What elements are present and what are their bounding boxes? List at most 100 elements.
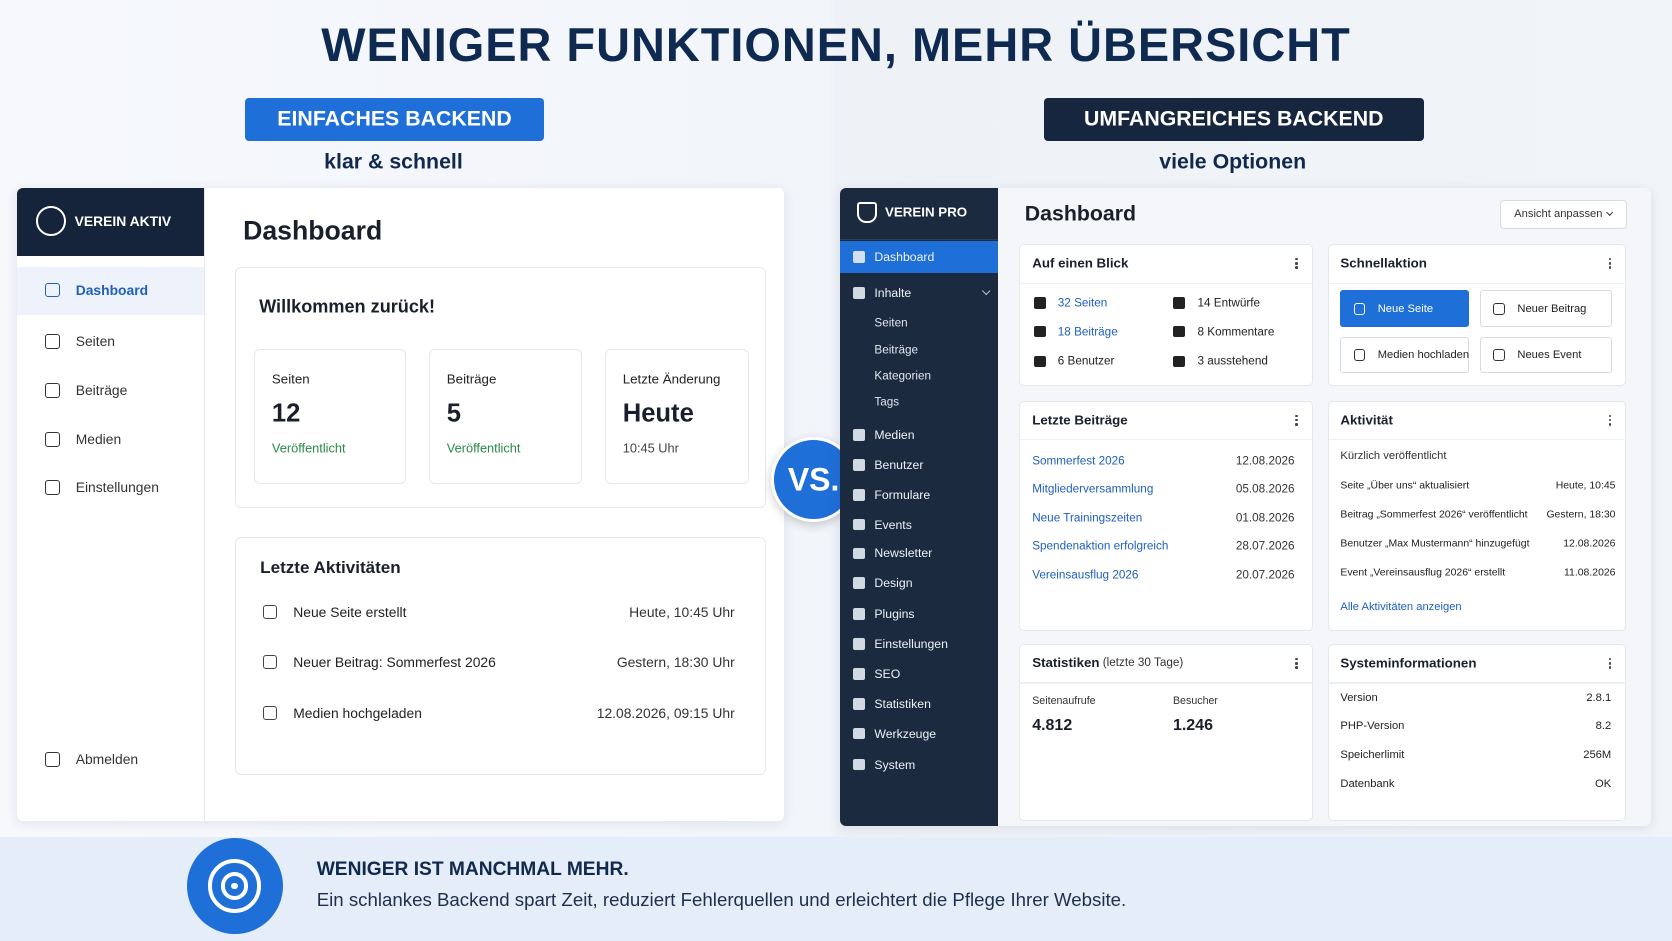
nav-item[interactable]: Formulare [874,487,931,502]
icon [1493,349,1506,361]
metric-label: Seitenaufrufe [1032,694,1096,707]
menu-dot [1295,423,1298,426]
activity-time: 11.08.2026 [1564,567,1616,579]
system-value: 256M [1583,748,1612,761]
icon [262,605,277,619]
panel-title: Auf einen Blick [1032,255,1129,271]
menu-dot [1295,266,1298,269]
panel-divider [1327,282,1627,284]
panel-divider [1019,439,1313,441]
icon [1173,355,1186,368]
icon [853,577,865,590]
icon [1353,349,1366,361]
post-date: 12.08.2026 [1235,454,1295,468]
system-label: Version [1340,692,1378,705]
menu-dot [1295,414,1298,418]
nav-item[interactable]: Medien [874,428,915,443]
nav-subitem[interactable]: Tags [874,395,900,409]
system-value: OK [1595,777,1612,790]
panel-divider [1019,682,1313,684]
post-title[interactable]: Neue Trainingszeiten [1032,511,1143,525]
activity-time: Heute, 10:45 [1555,480,1616,492]
quick-button[interactable] [1340,290,1470,328]
footer-text: Ein schlankes Backend spart Zeit, reduzi… [316,888,1127,910]
icon [44,282,60,298]
panel [1327,644,1627,822]
quick-button[interactable] [1340,336,1470,374]
activity-text: Neuer Beitrag: Sommerfest 2026 [293,654,496,671]
nav-item[interactable]: Plugins [874,607,915,622]
post-title[interactable]: Sommerfest 2026 [1032,454,1125,468]
heading: Dashboard [1024,201,1137,226]
icon-ring [207,859,262,913]
nav-item[interactable]: Medien [75,431,122,448]
nav-item[interactable]: Dashboard [75,282,149,299]
quick-button[interactable] [1480,290,1613,328]
panel-title: Systeminformationen [1340,655,1477,671]
icon [1173,325,1186,338]
nav-item[interactable]: Newsletter [874,546,933,561]
post-title[interactable]: Mitgliederversammlung [1032,482,1154,496]
panel-divider [1327,439,1627,441]
nav-item[interactable]: Inhalte [874,286,912,301]
nav-item[interactable]: Events [874,517,912,532]
nav-item[interactable]: Dashboard [874,249,935,264]
activity-time: Gestern, 18:30 [1546,509,1616,521]
welcome-card [234,266,766,508]
glance-item: 32 Seiten [1057,296,1108,310]
nav-item[interactable]: Design [874,576,913,591]
activity-time: 12.08.2026, 09:15 Uhr [596,705,735,722]
post-date: 05.08.2026 [1235,482,1295,496]
activity-link[interactable]: Alle Aktivitäten anzeigen [1340,600,1462,613]
stats-title: Statistiken (letzte 30 Tage) [1032,653,1299,672]
menu-dot [1608,262,1612,265]
post-title[interactable]: Spendenaktion erfolgreich [1032,539,1169,553]
nav-subitem[interactable]: Beiträge [874,343,919,357]
nav-item[interactable]: Seiten [75,333,116,350]
icon [262,706,277,721]
badge [1043,98,1424,141]
button-label: Neues Event [1517,349,1582,362]
nav-item[interactable]: SEO [874,666,901,681]
nav-logout[interactable]: Abmelden [75,751,139,768]
icon [1173,296,1186,309]
glance-item: 8 Kommentare [1197,325,1275,339]
nav-item[interactable]: Benutzer [874,457,924,472]
stat-note: Veröffentlicht [446,440,521,456]
system-label: PHP-Version [1340,720,1405,733]
nav-item[interactable]: Werkzeuge [874,726,937,741]
menu-dot [1608,257,1612,261]
system-label: Speicherlimit [1340,748,1405,761]
stat-label: Beiträge [446,371,497,387]
post-date: 20.07.2026 [1235,568,1295,582]
nav-subitem[interactable]: Kategorien [874,369,932,383]
activity-text: Event „Vereinsausflug 2026“ erstellt [1340,567,1506,579]
logo [857,201,877,223]
stat-card [428,348,583,485]
menu-dot [1608,661,1612,665]
nav-item[interactable]: Statistiken [874,696,931,711]
nav-item[interactable]: Einstellungen [874,637,948,652]
button-label: Neue Seite [1377,302,1434,315]
menu-dot [1608,418,1612,422]
panel-title: Letzte Beiträge [1032,412,1128,428]
icon-dot [231,882,238,890]
badge [245,98,544,141]
menu-dot [1295,257,1298,261]
icon [853,459,865,471]
glance-item: 3 ausstehend [1197,354,1268,368]
quick-button[interactable] [1480,336,1613,374]
nav-item[interactable]: Beiträge [75,382,128,399]
nav-item[interactable]: Einstellungen [75,479,159,496]
nav-subitem[interactable]: Seiten [874,316,908,330]
sidebar [840,187,999,827]
brand-name: VEREIN PRO [885,204,968,220]
post-title[interactable]: Vereinsausflug 2026 [1032,568,1139,582]
menu-dot [1608,666,1612,669]
icon [44,479,60,495]
icon [853,697,865,710]
nav-item[interactable]: System [874,757,916,772]
view-button[interactable] [1500,200,1628,230]
page-title: WENIGER FUNKTIONEN, MEHR ÜBERSICHT [321,18,1351,71]
